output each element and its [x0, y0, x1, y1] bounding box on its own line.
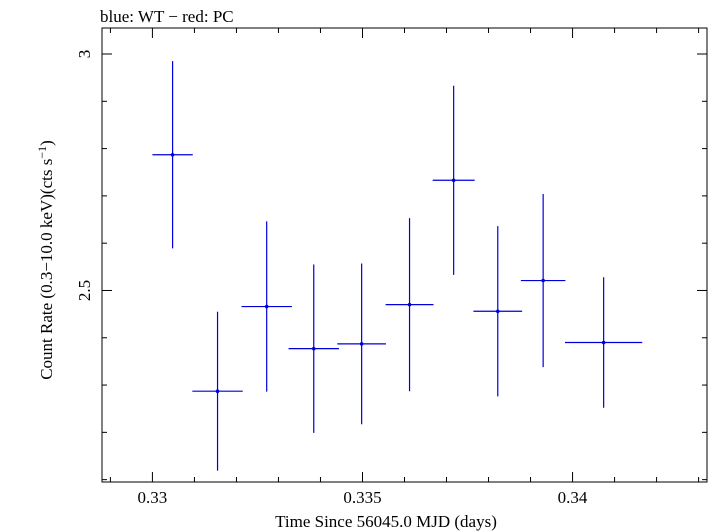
data-point [564, 277, 643, 408]
data-point [192, 311, 243, 471]
y-axis-label: Count Rate (0.3−10.0 keV)(cts s−1) [35, 140, 56, 380]
plot-frame [101, 27, 708, 483]
y-tick-label: 3 [75, 50, 94, 59]
data-point [520, 193, 566, 368]
data-marker [170, 152, 175, 157]
data-point [473, 226, 523, 397]
data-marker [495, 309, 500, 314]
x-tick-label: 0.335 [343, 488, 381, 507]
chart-title: blue: WT − red: PC [100, 7, 234, 26]
data-point [152, 61, 193, 249]
data-point [337, 263, 387, 425]
y-tick-label: 2.5 [75, 280, 94, 301]
y-axis-label-superscript: −1 [35, 146, 49, 159]
axis-ticks [102, 28, 707, 482]
data-points [152, 61, 643, 471]
y-axis-label-close: ) [37, 140, 56, 146]
data-marker [601, 340, 606, 345]
data-point [288, 264, 339, 433]
data-marker [407, 302, 412, 307]
data-marker [215, 389, 220, 394]
data-marker [264, 304, 269, 309]
axis-tick-labels: 0.33 0.335 0.34 2.5 3 [75, 50, 588, 507]
data-marker [359, 342, 364, 346]
data-marker [541, 278, 545, 283]
data-marker [451, 178, 456, 183]
data-point [241, 221, 292, 392]
data-point [385, 218, 434, 392]
x-tick-label: 0.34 [558, 488, 588, 507]
x-tick-label: 0.33 [138, 488, 168, 507]
y-axis-label-main: Count Rate (0.3−10.0 keV)(cts s [37, 159, 56, 380]
data-point [432, 85, 475, 275]
data-marker [311, 346, 316, 351]
x-axis-label: Time Since 56045.0 MJD (days) [275, 512, 497, 531]
